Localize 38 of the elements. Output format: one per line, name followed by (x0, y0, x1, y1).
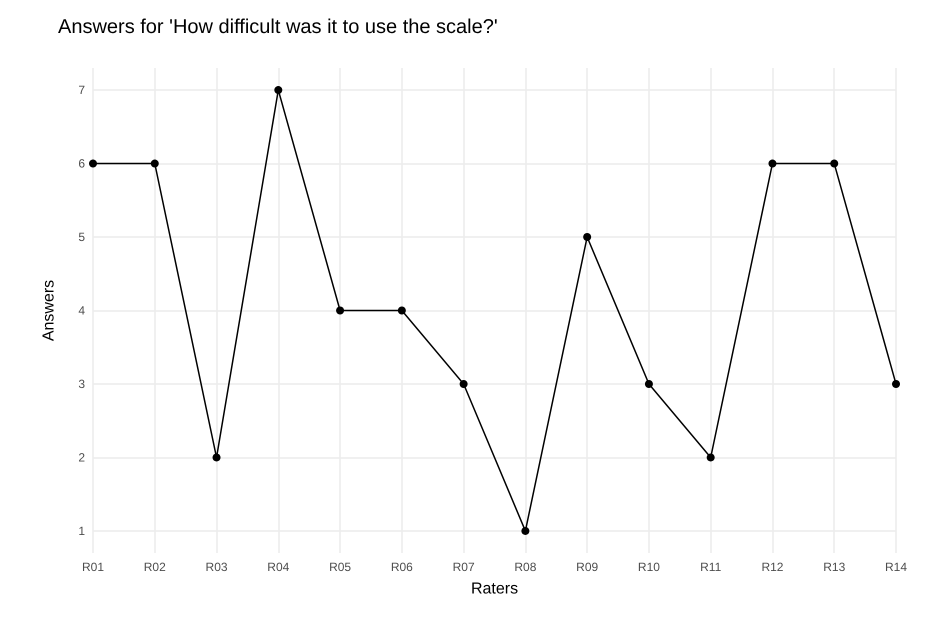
x-tick-label: R01 (82, 560, 104, 574)
y-axis-title: Answers (40, 280, 58, 342)
x-tick-label: R02 (144, 560, 166, 574)
x-tick-label: R14 (884, 560, 908, 574)
point (336, 306, 344, 314)
x-tick-label: R03 (206, 560, 228, 574)
point (830, 160, 838, 168)
y-tick-label: 1 (78, 524, 86, 538)
point (706, 453, 715, 462)
point (398, 306, 406, 314)
x-tick-label: R12 (761, 560, 784, 574)
y-tick-label: 2 (78, 450, 86, 464)
x-tick-label: R05 (329, 560, 352, 574)
point (768, 160, 776, 168)
y-tick-label: 4 (78, 304, 86, 318)
x-tick-label: R08 (514, 560, 537, 574)
point (521, 526, 530, 535)
point (150, 160, 159, 168)
x-tick-label: R13 (823, 560, 846, 574)
x-tick-label: R09 (576, 560, 598, 574)
point (274, 86, 282, 94)
y-tick-label: 7 (78, 83, 86, 98)
y-tick-label: 6 (78, 156, 86, 171)
x-tick-label: R10 (638, 560, 660, 574)
x-tick-label: R06 (390, 560, 414, 574)
point (892, 380, 900, 388)
chart-title: Answers for 'How difficult was it to use the scale?' (58, 16, 498, 38)
x-tick-label: R11 (700, 560, 722, 574)
x-tick-label: R07 (452, 560, 475, 574)
point (460, 380, 468, 388)
point (89, 160, 97, 168)
y-tick-label: 3 (78, 376, 86, 391)
point (644, 380, 653, 388)
point (583, 233, 592, 242)
point (212, 453, 221, 462)
x-axis-title: Raters (470, 580, 518, 598)
x-tick-label: R04 (267, 560, 290, 574)
y-tick-label: 5 (78, 230, 86, 244)
